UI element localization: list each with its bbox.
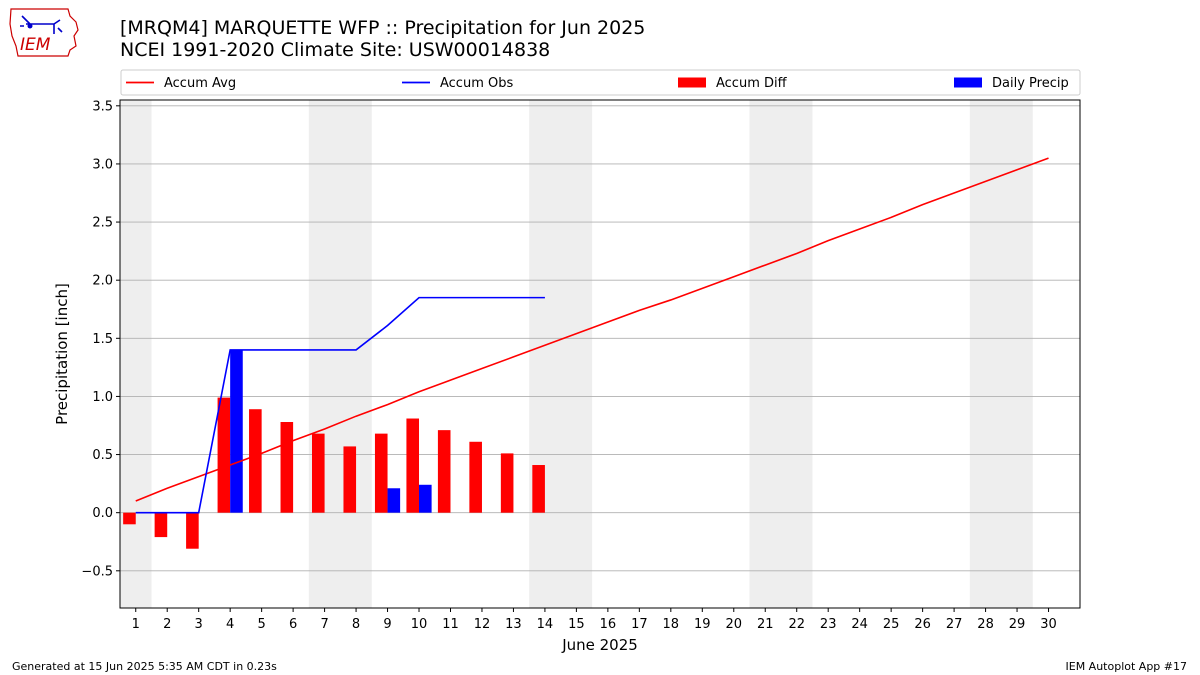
y-tick-label: 0.0: [92, 506, 113, 521]
legend-label-daily-precip: Daily Precip: [992, 76, 1069, 91]
x-tick-label: 7: [320, 617, 328, 632]
weekend-span-1: [120, 100, 152, 608]
legend-label-accum-diff: Accum Diff: [716, 76, 788, 91]
x-tick-label: 30: [1040, 617, 1057, 632]
x-tick-label: 12: [474, 617, 491, 632]
x-tick-label: 3: [195, 617, 203, 632]
iem-logo: IEM: [9, 8, 79, 57]
x-axis-ticks: 1 2 3 4 5 6 7 8 9 10 11 12 13 14 15 16 17 18 19 20 21 22 23 24 2…: [132, 608, 1057, 632]
x-tick-label: 9: [383, 617, 391, 632]
daily-precip-bar: [387, 488, 401, 513]
x-axis-label: June 2025: [561, 636, 638, 654]
y-tick-label: 0.5: [92, 448, 113, 463]
accum-diff-bar: [249, 409, 262, 513]
plot-frame: [119, 99, 1081, 609]
y-tick-label: 2.0: [92, 274, 113, 289]
x-tick-label: 4: [226, 617, 234, 632]
accum-avg-line: [135, 157, 1049, 502]
weekend-span-4: [749, 100, 813, 608]
y-axis-label: Precipitation [inch]: [53, 283, 71, 425]
accum-diff-bar: [217, 397, 231, 513]
legend-box: [120, 69, 1081, 96]
daily-precip-bar: [230, 349, 243, 513]
accum-diff-bar: [532, 465, 545, 513]
weekend-span-3: [529, 100, 593, 608]
wind-cup-icon: [27, 23, 33, 29]
x-tick-label: 11: [442, 617, 459, 632]
weekend-span-5: [969, 100, 1033, 608]
accum-obs-line: [135, 296, 545, 514]
x-tick-label: 16: [600, 617, 617, 632]
lines: [135, 157, 1049, 514]
legend-swatch-accum-diff: [678, 77, 706, 88]
x-tick-label: 13: [505, 617, 522, 632]
chart-title-line1: [MRQM4] MARQUETTE WFP :: Precipitation f…: [120, 17, 646, 39]
legend: Accum Avg Accum Obs Accum Diff Daily Precip: [120, 69, 1081, 96]
legend-label-accum-obs: Accum Obs: [440, 76, 513, 91]
x-tick-label: 28: [977, 617, 994, 632]
accum-diff-bar: [343, 446, 357, 513]
x-tick-label: 5: [257, 617, 265, 632]
accum-diff-bar: [154, 512, 168, 538]
y-tick-label: 3.5: [92, 99, 113, 114]
x-tick-label: 2: [163, 617, 171, 632]
generated-timestamp: Generated at 15 Jun 2025 5:35 AM CDT in …: [12, 660, 277, 673]
x-tick-label: 8: [352, 617, 360, 632]
logo-text: IEM: [20, 35, 51, 55]
y-tick-label: 2.5: [92, 216, 113, 231]
accum-diff-bar: [123, 512, 136, 525]
x-tick-label: 24: [851, 617, 868, 632]
app-credit: IEM Autoplot App #17: [1065, 660, 1188, 673]
x-tick-label: 23: [820, 617, 837, 632]
x-tick-label: 6: [289, 617, 297, 632]
daily-precip-bar: [419, 484, 432, 513]
accum-diff-bar: [312, 433, 325, 513]
x-tick-label: 19: [694, 617, 711, 632]
x-tick-label: 14: [537, 617, 554, 632]
legend-label-accum-avg: Accum Avg: [164, 76, 236, 91]
accum-diff-bar: [280, 422, 294, 513]
x-tick-label: 10: [411, 617, 428, 632]
y-tick-label: 1.5: [92, 332, 113, 347]
y-gridlines: [120, 105, 1080, 572]
x-tick-label: 27: [946, 617, 963, 632]
accum-diff-bar: [186, 512, 199, 549]
accum-diff-bar: [469, 441, 482, 513]
x-tick-label: 26: [914, 617, 931, 632]
accum-diff-bar: [500, 453, 514, 513]
x-tick-label: 25: [883, 617, 900, 632]
chart-title: [MRQM4] MARQUETTE WFP :: Precipitation f…: [120, 17, 645, 61]
x-tick-label: 29: [1009, 617, 1026, 632]
x-tick-label: 20: [725, 617, 742, 632]
x-tick-label: 1: [132, 617, 140, 632]
accum-diff-bar: [374, 433, 388, 513]
weekend-shading: [120, 100, 1033, 608]
y-axis-ticks: −0.5 0.0 0.5 1.0 1.5 2.0 2.5 3.0 3.5: [81, 99, 120, 579]
y-tick-label: 1.0: [92, 390, 113, 405]
x-tick-label: 18: [663, 617, 680, 632]
accum-diff-bar: [437, 430, 451, 513]
weather-instrument-icon: [20, 15, 63, 34]
accum-diff-bar: [406, 418, 420, 513]
x-tick-label: 15: [568, 617, 585, 632]
x-tick-label: 17: [631, 617, 648, 632]
weekend-span-2: [308, 100, 372, 608]
x-tick-label: 22: [788, 617, 805, 632]
y-tick-label: −0.5: [81, 564, 113, 579]
x-tick-label: 21: [757, 617, 774, 632]
y-tick-label: 3.0: [92, 157, 113, 172]
legend-swatch-daily-precip: [954, 77, 982, 88]
chart-title-line2: NCEI 1991-2020 Climate Site: USW00014838: [120, 39, 551, 61]
